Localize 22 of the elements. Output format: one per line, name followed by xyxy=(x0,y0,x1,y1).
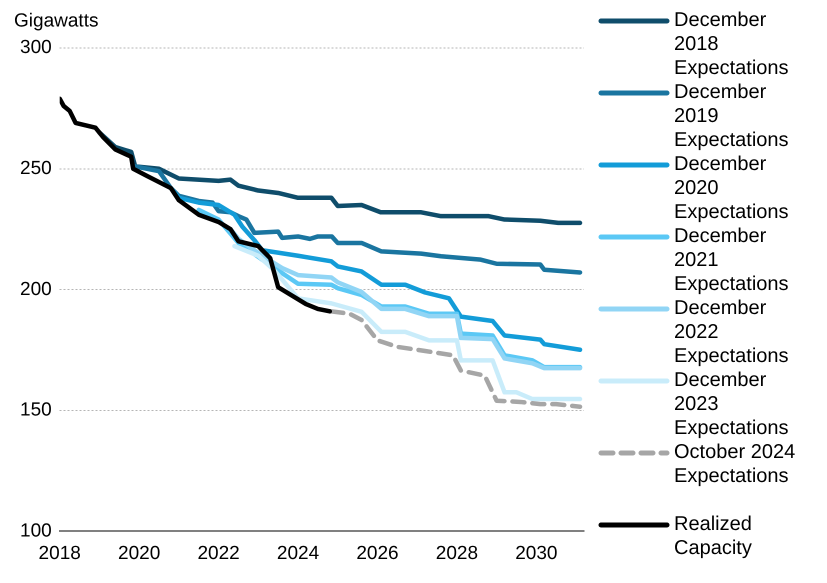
legend-label: December 2022 Expectations xyxy=(674,296,790,368)
y-tick-label: 100 xyxy=(20,520,52,542)
legend-label: December 2021 Expectations xyxy=(674,224,790,296)
x-tick-label: 2022 xyxy=(197,542,240,564)
y-tick-label: 150 xyxy=(20,400,52,421)
x-tick-label: 2028 xyxy=(436,542,478,564)
x-tick-label: 2026 xyxy=(356,542,399,564)
y-tick-label: 200 xyxy=(20,278,52,300)
y-tick-label: 250 xyxy=(20,158,52,180)
y-tick-label: 300 xyxy=(20,37,52,58)
x-tick-label: 2020 xyxy=(118,542,160,564)
legend-label: December 2023 Expectations xyxy=(674,368,790,440)
legend-label: October 2024 Expectations xyxy=(674,440,796,488)
legend-label: December 2018 Expectations xyxy=(674,8,790,80)
x-tick-label: 2018 xyxy=(38,542,81,564)
line-series xyxy=(329,309,582,410)
y-axis-title: Gigawatts xyxy=(14,10,98,32)
legend-label: December 2019 Expectations xyxy=(674,80,790,152)
legend-label: Realized Capacity xyxy=(674,512,753,560)
legend-label: December 2020 Expectations xyxy=(674,152,790,224)
x-tick-label: 2024 xyxy=(276,542,320,564)
x-tick-label: 2030 xyxy=(515,542,558,564)
